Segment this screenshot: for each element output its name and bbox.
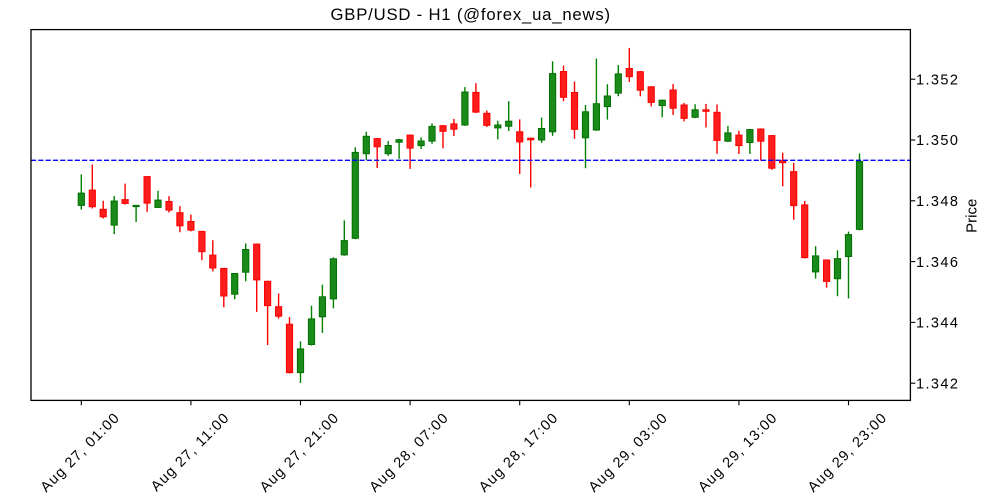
svg-text:1.344: 1.344 — [916, 316, 959, 332]
svg-text:1.346: 1.346 — [916, 255, 959, 271]
svg-text:1.350: 1.350 — [916, 133, 959, 149]
svg-text:1.342: 1.342 — [916, 376, 959, 392]
svg-text:1.348: 1.348 — [916, 194, 959, 210]
svg-text:1.352: 1.352 — [916, 72, 959, 88]
svg-text:GBP/USD - H1 (@forex_ua_news): GBP/USD - H1 (@forex_ua_news) — [331, 5, 611, 24]
svg-text:Price: Price — [963, 199, 980, 233]
